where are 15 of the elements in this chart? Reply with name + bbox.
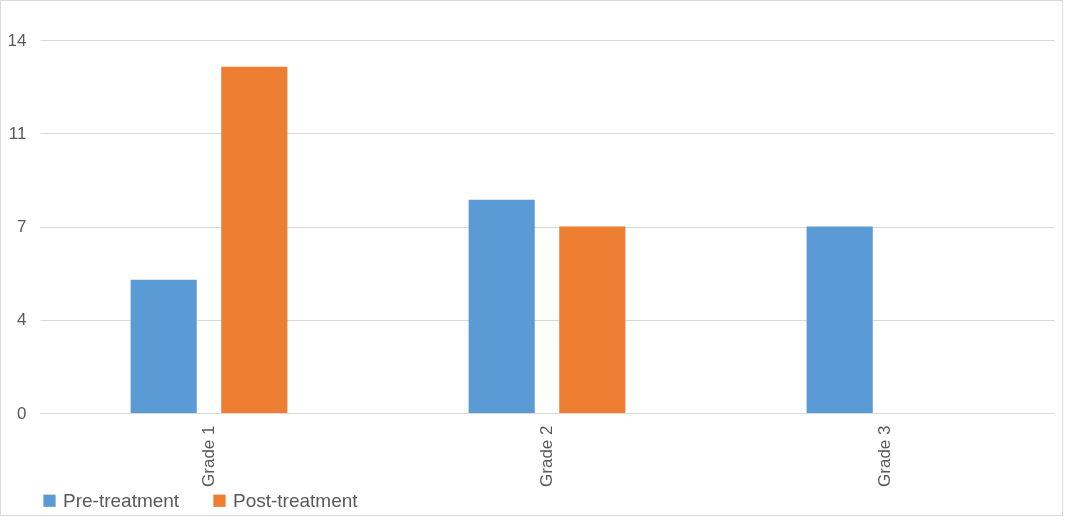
x-tick-label: Grade 2 <box>537 425 556 487</box>
y-tick-label: 0 <box>17 403 27 423</box>
y-tick-label: 11 <box>8 123 27 143</box>
y-tick-label: 7 <box>17 217 27 236</box>
legend-label: Pre-treatment <box>63 489 180 511</box>
bar <box>559 226 626 413</box>
bar <box>806 226 873 413</box>
legend-label: Post-treatment <box>233 489 359 511</box>
y-tick-label: 4 <box>17 310 27 330</box>
bar <box>130 279 197 413</box>
bar <box>468 199 535 413</box>
x-tick-label: Grade 3 <box>875 425 894 487</box>
bar <box>221 66 288 413</box>
y-tick-label: 14 <box>7 30 27 50</box>
x-tick-label: Grade 1 <box>199 425 218 487</box>
